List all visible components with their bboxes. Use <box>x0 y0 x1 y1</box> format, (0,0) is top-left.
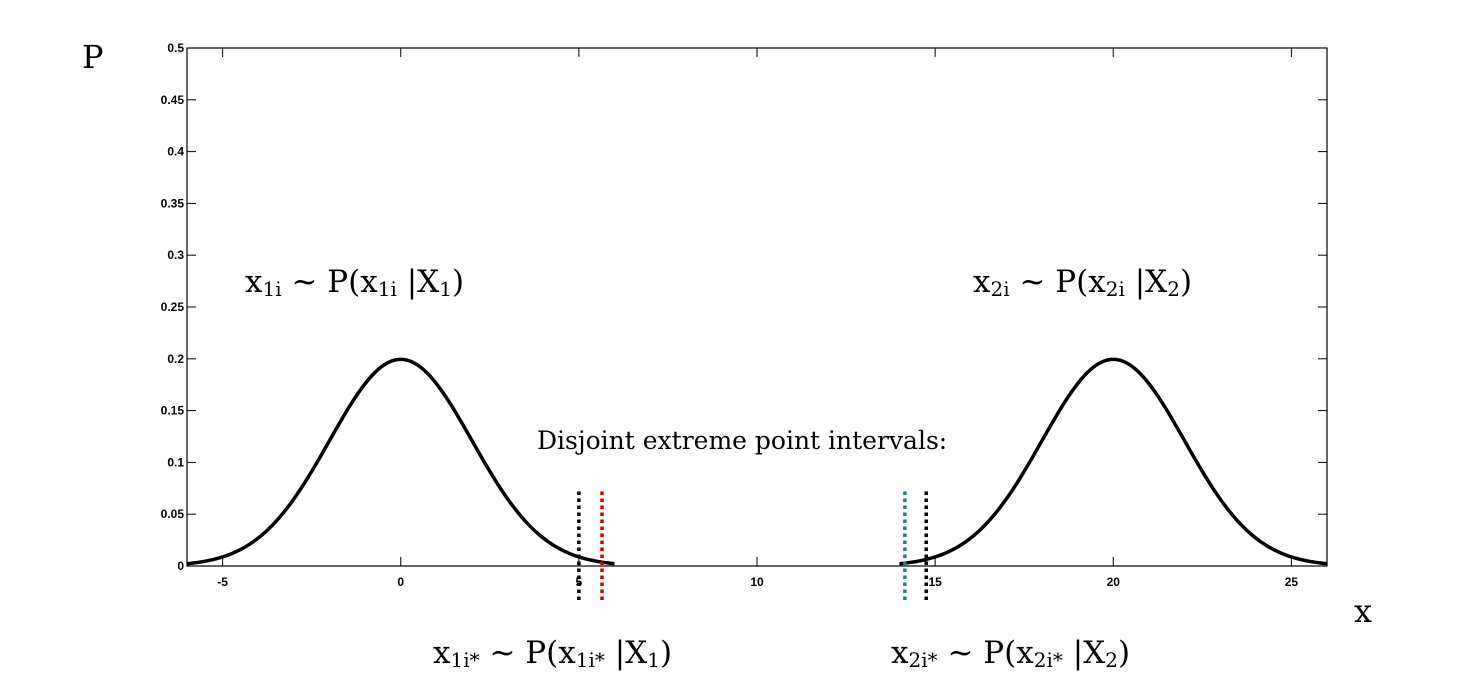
annotation-extreme2: x2i* ~ P(x2i* |X2) <box>891 635 1130 672</box>
y-tick-label: 0.5 <box>167 41 184 55</box>
y-tick-label: 0.1 <box>167 455 184 469</box>
y-tick-label: 0.05 <box>161 507 185 521</box>
annotation-dist1: x1i ~ P(x1i |X1) <box>245 264 464 301</box>
x-tick-label: 10 <box>750 575 764 589</box>
y-tick-label: 0.45 <box>161 93 185 107</box>
curves <box>186 357 1328 566</box>
y-tick-label: 0.25 <box>161 300 185 314</box>
x-axis-ticks: -5 0 5 10 15 20 25 <box>217 48 1298 589</box>
y-tick-label: 0.4 <box>167 145 184 159</box>
x-tick-label: 15 <box>928 575 942 589</box>
y-tick-label: 0.15 <box>161 404 185 418</box>
x-tick-label: 25 <box>1285 575 1299 589</box>
plot-frame <box>186 47 1328 567</box>
y-axis-ticks: 0 0.05 0.1 0.15 0.2 0.25 0.3 0.35 0.4 0.45 0.5 <box>161 41 1327 573</box>
annotation-extreme1: x1i* ~ P(x1i* |X1) <box>433 635 672 672</box>
gaussian-curve-1 <box>186 357 615 566</box>
x-tick-label: 0 <box>397 575 404 589</box>
y-tick-label: 0.3 <box>167 248 184 262</box>
y-tick-label: 0.2 <box>167 352 184 366</box>
x-tick-label: 20 <box>1107 575 1121 589</box>
y-tick-label: 0.35 <box>161 196 185 210</box>
x-axis-label: x <box>1354 592 1372 630</box>
y-tick-label: 0 <box>177 559 184 573</box>
vertical-markers <box>577 491 928 601</box>
y-axis-label: P <box>82 38 104 76</box>
x-tick-label: 5 <box>576 575 583 589</box>
annotation-dist2: x2i ~ P(x2i |X2) <box>973 264 1192 301</box>
annotation-intervals-note: Disjoint extreme point intervals: <box>537 426 947 455</box>
gaussian-curve-2 <box>899 357 1328 566</box>
x-tick-label: -5 <box>217 575 228 589</box>
